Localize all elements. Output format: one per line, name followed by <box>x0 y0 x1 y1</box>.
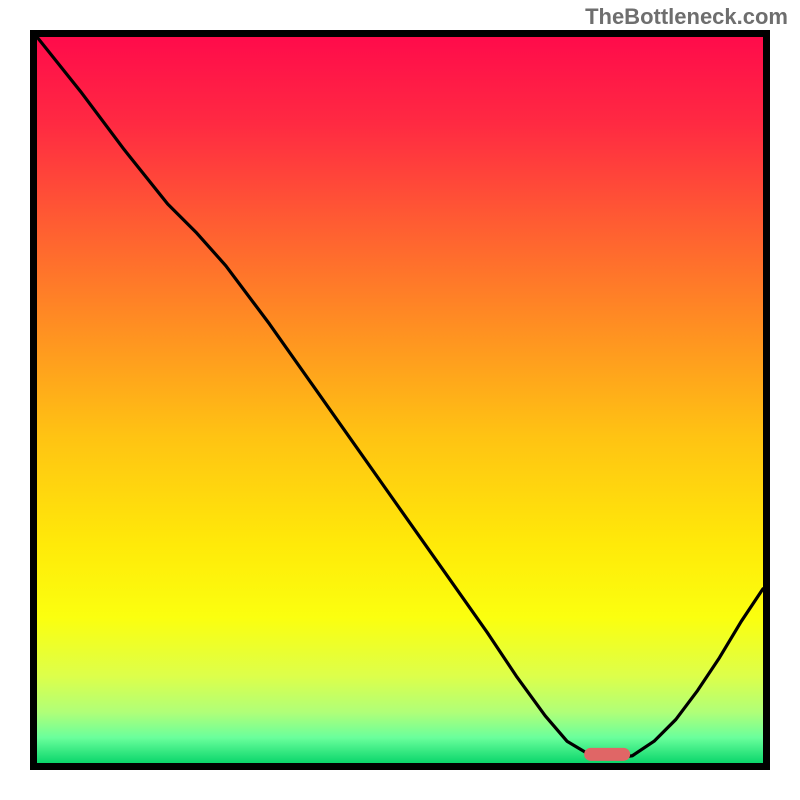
minimum-marker <box>584 748 630 760</box>
attribution-text: TheBottleneck.com <box>585 4 788 30</box>
gradient-rect <box>37 37 763 763</box>
chart-container: TheBottleneck.com <box>0 0 800 800</box>
plot-svg <box>37 37 763 763</box>
